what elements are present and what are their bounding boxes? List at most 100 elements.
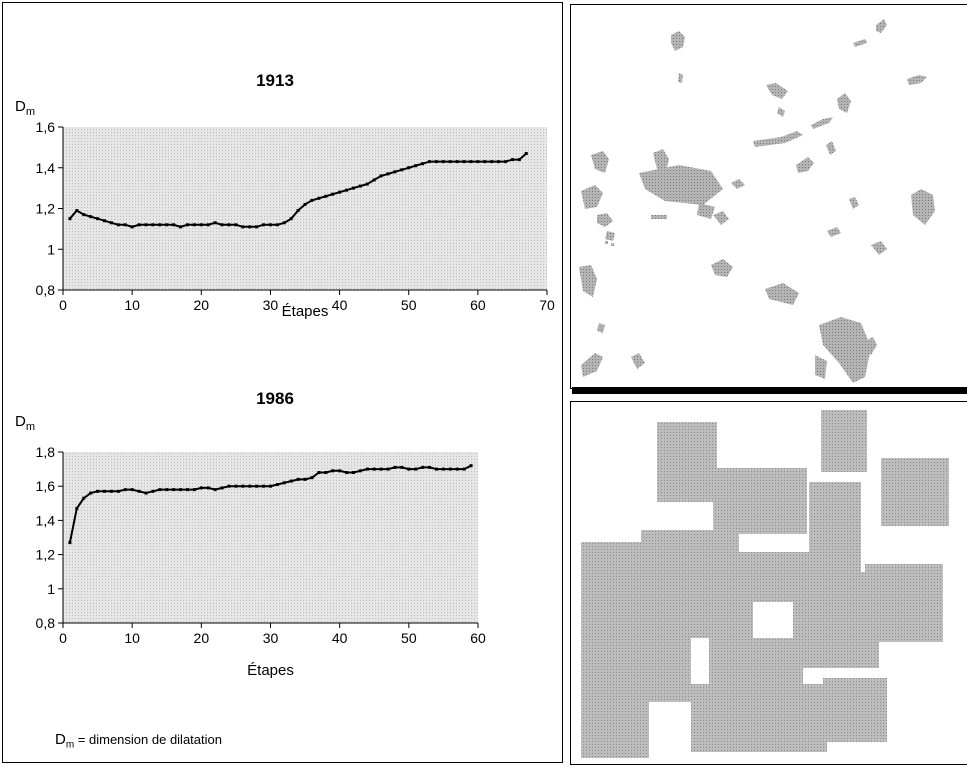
chart-1986-point bbox=[407, 467, 411, 471]
chart-1913-plot-area bbox=[63, 127, 547, 290]
chart-1913-point bbox=[421, 162, 425, 166]
chart-1986-point bbox=[365, 467, 369, 471]
chart-1986-point bbox=[130, 488, 134, 492]
map-1986-image bbox=[581, 410, 949, 758]
chart-1986-xtick-label: 60 bbox=[470, 630, 486, 646]
chart-1986-point bbox=[386, 467, 390, 471]
chart-1913-point bbox=[248, 225, 252, 229]
chart-1913-point bbox=[227, 223, 231, 227]
chart-1986-point bbox=[275, 482, 279, 486]
chart-1986-point bbox=[303, 477, 307, 481]
chart-1913-point bbox=[455, 160, 459, 164]
chart-1913-point bbox=[68, 217, 72, 221]
chart-1913-point bbox=[400, 168, 404, 172]
chart-1986-point bbox=[206, 486, 210, 490]
chart-1986-point bbox=[137, 489, 141, 493]
chart-1986-point bbox=[462, 467, 466, 471]
chart-1913-xtick-label: 20 bbox=[193, 297, 209, 313]
chart-1986-plot-area bbox=[63, 452, 478, 623]
chart-1986-point bbox=[151, 489, 155, 493]
chart-1913-point bbox=[510, 158, 514, 162]
chart-1986: 1986 Dm Étapes 0,8 1 1,2 1,4 1,6 1,8 0 10 20 30 40 50 6… bbox=[15, 389, 486, 679]
chart-1986-point bbox=[379, 467, 383, 471]
chart-1913-ytick-label: 1,6 bbox=[36, 119, 56, 135]
chart-1986-point bbox=[172, 488, 176, 492]
chart-1913-point bbox=[220, 223, 224, 227]
chart-1913-point bbox=[407, 166, 411, 170]
chart-1986-xtick-label: 20 bbox=[194, 630, 210, 646]
chart-1986-point bbox=[428, 465, 432, 469]
chart-1913-point bbox=[151, 223, 155, 227]
chart-1913-point bbox=[179, 225, 183, 229]
chart-1913-point bbox=[476, 160, 480, 164]
chart-1986-point bbox=[165, 488, 169, 492]
chart-1913-point bbox=[199, 223, 203, 227]
chart-1913-ylabel-main: D bbox=[15, 98, 26, 115]
chart-1913-point bbox=[365, 182, 369, 186]
chart-1913-point bbox=[89, 215, 93, 219]
chart-1986-point bbox=[331, 469, 335, 473]
chart-1913-point bbox=[282, 221, 286, 225]
chart-1913-ylabel: Dm bbox=[15, 98, 35, 118]
chart-1913-point bbox=[275, 223, 279, 227]
chart-1913-point bbox=[351, 186, 355, 190]
chart-1986-point bbox=[289, 479, 293, 483]
chart-1913-point bbox=[96, 217, 100, 221]
chart-1913-point bbox=[331, 192, 335, 196]
chart-1986-point bbox=[441, 467, 445, 471]
chart-1913-point bbox=[75, 209, 79, 213]
chart-1913-point bbox=[185, 223, 189, 227]
chart-1986-point bbox=[241, 484, 245, 488]
chart-1913-point bbox=[338, 190, 342, 194]
chart-1913-point bbox=[427, 160, 431, 164]
chart-1913-point bbox=[324, 194, 328, 198]
chart-1913-point bbox=[102, 219, 106, 223]
chart-1913-point bbox=[213, 221, 217, 225]
chart-1913-point bbox=[137, 223, 141, 227]
chart-1913-point bbox=[116, 223, 120, 227]
chart-1913-point bbox=[469, 160, 473, 164]
chart-1913-ytick-label: 1,2 bbox=[36, 201, 56, 217]
chart-1986-point bbox=[109, 489, 113, 493]
chart-1913: 1913 Dm Étapes 0,8 1 1,2 1,4 1,6 0 10 20 30 40 50 60 70 bbox=[15, 71, 555, 320]
chart-1913-ytick-label: 1,4 bbox=[36, 160, 56, 176]
footnote: Dm = dimension de dilatation bbox=[55, 731, 222, 751]
chart-1913-point bbox=[393, 170, 397, 174]
chart-1913-point bbox=[206, 223, 210, 227]
chart-1913-ytick-label: 0,8 bbox=[36, 282, 56, 298]
chart-1913-point bbox=[310, 198, 314, 202]
chart-1986-xlabel: Étapes bbox=[247, 662, 294, 679]
footnote-symbol: D bbox=[55, 731, 66, 748]
chart-1913-point bbox=[344, 188, 348, 192]
chart-1913-point bbox=[524, 151, 528, 155]
chart-1913-point bbox=[483, 160, 487, 164]
chart-1913-point bbox=[241, 225, 245, 229]
chart-1986-point bbox=[282, 481, 286, 485]
chart-1986-point bbox=[338, 469, 342, 473]
chart-1913-xtick-label: 60 bbox=[470, 297, 486, 313]
chart-1913-point bbox=[358, 184, 362, 188]
chart-1913-ylabel-sub: m bbox=[26, 106, 35, 118]
chart-1913-point bbox=[517, 158, 521, 162]
chart-1913-point bbox=[317, 196, 321, 200]
chart-1913-xtick-label: 30 bbox=[263, 297, 279, 313]
chart-1913-point bbox=[462, 160, 466, 164]
chart-1913-point bbox=[441, 160, 445, 164]
chart-1913-point bbox=[234, 223, 238, 227]
chart-1986-point bbox=[358, 469, 362, 473]
chart-1986-ytick-label: 1,2 bbox=[36, 547, 56, 563]
chart-1913-point bbox=[372, 178, 376, 182]
chart-1986-point bbox=[345, 471, 349, 475]
chart-1986-point bbox=[269, 484, 272, 488]
chart-1986-point bbox=[435, 467, 438, 471]
chart-1986-point bbox=[448, 467, 452, 471]
chart-1986-point bbox=[68, 541, 72, 545]
chart-1913-point bbox=[434, 160, 438, 164]
chart-1986-ylabel-sub: m bbox=[26, 421, 35, 433]
chart-1986-point bbox=[89, 491, 93, 495]
chart-1986-ytick-label: 1 bbox=[47, 581, 55, 597]
chart-1986-xtick-label: 10 bbox=[124, 630, 140, 646]
chart-1913-point bbox=[414, 164, 418, 168]
chart-1913-point bbox=[144, 223, 148, 227]
